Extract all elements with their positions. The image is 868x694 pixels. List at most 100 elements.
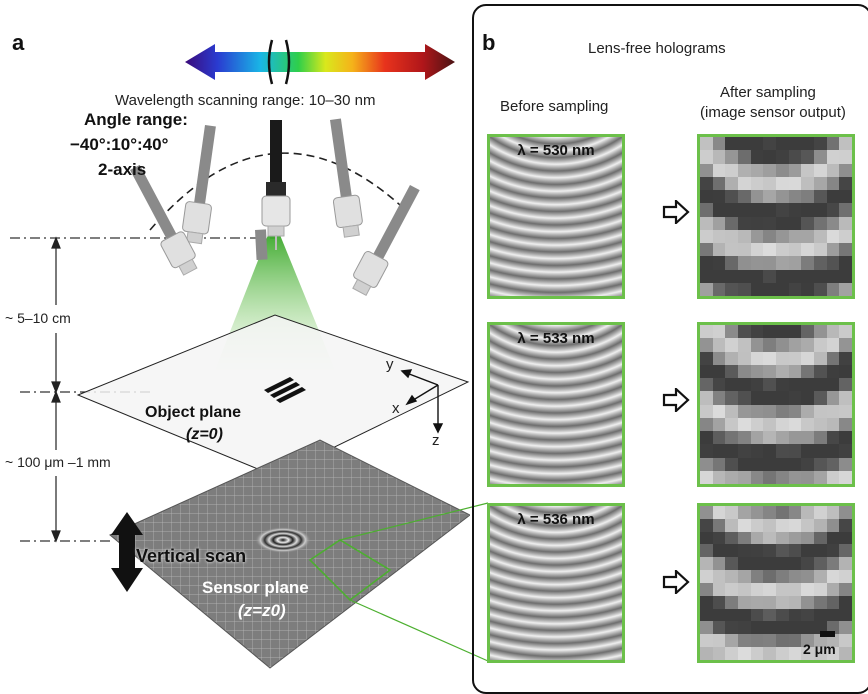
sensor-pixel — [750, 647, 764, 660]
sensor-pixel — [712, 582, 726, 596]
sensor-pixel — [826, 595, 840, 609]
sensor-pixel — [788, 137, 802, 151]
sensor-pixel — [801, 391, 814, 405]
sensor-pixel — [700, 518, 713, 532]
sensor-pixel — [776, 150, 789, 164]
sensor-pixel — [738, 444, 751, 458]
sensor-pixel — [712, 470, 726, 484]
sensor-pixel — [788, 608, 802, 622]
scale-bar — [820, 631, 835, 637]
sensor-pixel — [839, 557, 852, 571]
scale-bar-label: 2 μm — [803, 641, 836, 657]
sensor-pixel — [839, 282, 852, 296]
sensor-pixel — [776, 282, 789, 296]
sensor-pixel — [776, 582, 789, 596]
sensor-pixel — [700, 338, 713, 352]
sensor-pixel — [801, 338, 814, 352]
sensor-pixel — [738, 282, 751, 296]
sensor-pixel — [814, 269, 827, 283]
sensor-pixel — [839, 150, 852, 164]
sensor-pixel — [788, 621, 802, 635]
sensor-pixel — [839, 137, 852, 151]
sensor-pixel — [814, 364, 827, 378]
sensor-pixel — [814, 544, 827, 558]
sensor-pixel — [826, 378, 840, 392]
sensor-pixel — [725, 544, 738, 558]
sensor-pixel — [839, 457, 852, 471]
sensor-pixel — [738, 269, 751, 283]
sensor-pixel — [801, 190, 814, 204]
sensor-pixel — [839, 417, 852, 431]
sensor-pixel — [700, 444, 713, 458]
sensor-pixel — [776, 190, 789, 204]
sensor-pixel — [763, 176, 776, 190]
sensor-pixel — [814, 531, 827, 545]
sensor-pixel — [788, 634, 802, 648]
sensor-pixel — [725, 256, 738, 270]
sensor-pixel — [776, 570, 789, 583]
sensor-pixel — [763, 647, 776, 660]
sensor-pixel — [750, 582, 764, 596]
sensor-pixel — [814, 150, 827, 164]
sensor-pixel — [788, 544, 802, 558]
sensor-pixel — [750, 190, 764, 204]
sensor-pixel — [725, 506, 738, 519]
sensor-pixel — [776, 203, 789, 217]
sensor-pixel — [725, 582, 738, 596]
spectrum-arrow — [185, 39, 455, 85]
sensor-pixel — [700, 203, 713, 217]
sensor-pixel — [763, 404, 776, 418]
hologram-after-533 — [697, 322, 855, 487]
sensor-pixel — [814, 229, 827, 243]
sensor-pixel — [776, 431, 789, 445]
sensor-pixel — [725, 176, 738, 190]
sensor-pixel — [788, 338, 802, 352]
sensor-pixel — [700, 176, 713, 190]
sensor-pixel — [763, 634, 776, 648]
sensor-pixel — [725, 351, 738, 365]
sensor-pixel — [700, 404, 713, 418]
sensor-pixel — [750, 325, 764, 339]
sensor-pixel — [700, 582, 713, 596]
sensor-pixel — [776, 647, 789, 660]
sensor-pixel — [700, 531, 713, 545]
sensor-pixel — [700, 243, 713, 257]
sensor-pixel — [826, 282, 840, 296]
hologram-before-530: λ = 530 nm — [487, 134, 625, 299]
sensor-pixel — [700, 391, 713, 405]
wavelength-label: λ = 536 nm — [517, 511, 595, 528]
sensor-pixel — [801, 444, 814, 458]
sensor-pixel — [763, 269, 776, 283]
sensor-pixel — [738, 338, 751, 352]
sensor-pixel — [788, 325, 802, 339]
sensor-pixel — [763, 431, 776, 445]
sensor-pixel — [788, 190, 802, 204]
sensor-pixel — [826, 470, 840, 484]
sensor-pixel — [700, 282, 713, 296]
sensor-pixel — [814, 391, 827, 405]
sensor-pixel — [712, 269, 726, 283]
sensor-pixel — [763, 531, 776, 545]
sensor-pixel — [776, 137, 789, 151]
sensor-pixel — [776, 544, 789, 558]
sensor-pixel — [788, 176, 802, 190]
sensor-pixel — [712, 137, 726, 151]
sensor-pixel — [776, 634, 789, 648]
arrow-icon — [662, 570, 690, 594]
sensor-pixel — [725, 364, 738, 378]
sensor-pixel — [725, 570, 738, 583]
sensor-pixel — [700, 647, 713, 660]
hologram-rings — [255, 527, 311, 553]
sensor-pixel — [826, 608, 840, 622]
sensor-pixel — [801, 634, 814, 648]
sensor-pixel — [738, 216, 751, 230]
sensor-pixel — [826, 506, 840, 519]
sensor-pixel — [750, 282, 764, 296]
sensor-pixel — [725, 647, 738, 660]
sensor-pixel — [776, 243, 789, 257]
sensor-pixel — [750, 470, 764, 484]
sensor-pixel — [801, 150, 814, 164]
sensor-pixel — [712, 203, 726, 217]
sensor-pixel — [750, 229, 764, 243]
sensor-pixel — [725, 608, 738, 622]
